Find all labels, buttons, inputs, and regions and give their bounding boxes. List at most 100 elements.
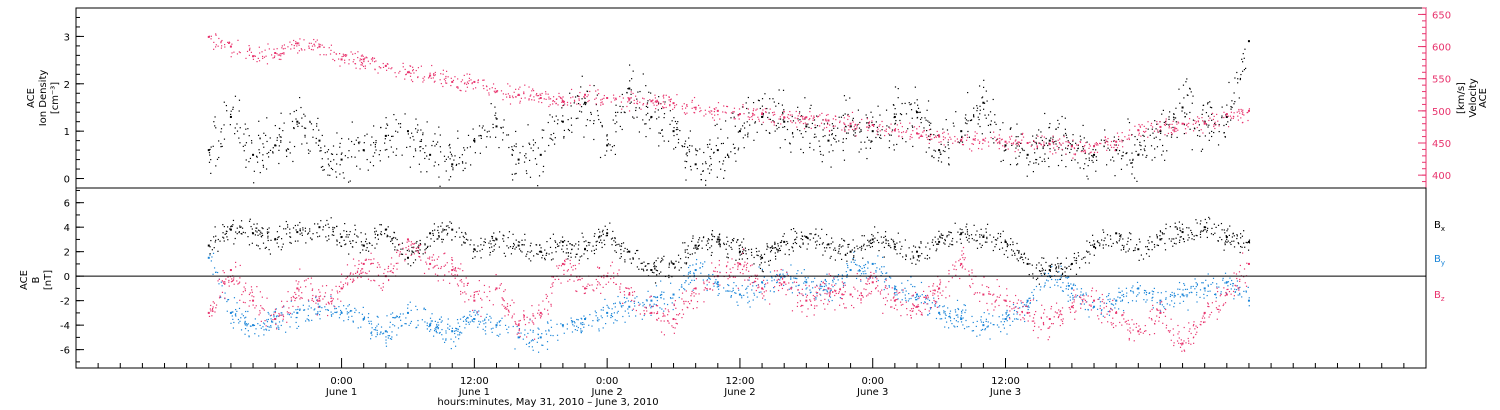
velocity-sample (603, 94, 605, 97)
density-sample (1218, 123, 1220, 126)
bx-sample (966, 239, 969, 241)
bx-sample (327, 223, 329, 225)
bx-sample (684, 251, 686, 253)
velocity-sample (555, 103, 557, 105)
velocity-sample (491, 87, 493, 89)
bx-sample (396, 249, 398, 251)
by-sample (485, 326, 487, 328)
bx-sample (593, 235, 595, 237)
bx-sample (1060, 262, 1062, 264)
bx-sample (419, 239, 421, 242)
bx-sample (241, 233, 243, 235)
density-sample (537, 147, 539, 149)
velocity-sample (1176, 127, 1178, 130)
bx-sample (445, 225, 448, 227)
bx-sample (528, 258, 530, 260)
density-sample (462, 169, 464, 172)
by-sample (1171, 300, 1173, 302)
by-sample (1145, 290, 1147, 292)
bx-sample (521, 244, 523, 246)
density-sample (1155, 136, 1157, 138)
velocity-sample (452, 79, 455, 82)
velocity-sample (1074, 154, 1076, 156)
bx-sample (960, 242, 962, 244)
velocity-sample (319, 43, 321, 46)
velocity-sample (272, 57, 274, 59)
velocity-sample (221, 39, 223, 42)
by-sample (992, 315, 994, 317)
density-sample (647, 112, 649, 114)
bx-sample (1173, 238, 1175, 240)
bx-sample (1157, 244, 1160, 247)
velocity-sample (278, 54, 281, 56)
density-sample (1063, 134, 1065, 136)
bx-sample (400, 253, 402, 255)
density-sample (426, 171, 428, 173)
density-sample (296, 123, 298, 125)
top-right-tick-label: 550 (1432, 75, 1451, 86)
by-sample (1188, 292, 1191, 294)
density-sample (301, 125, 303, 127)
density-sample (747, 136, 749, 138)
velocity-sample (1145, 130, 1147, 132)
by-sample (488, 319, 490, 321)
density-sample (860, 130, 862, 132)
density-sample (1214, 122, 1216, 125)
by-sample (855, 277, 858, 280)
velocity-sample (1138, 130, 1140, 132)
velocity-sample (885, 128, 887, 130)
bx-sample (355, 241, 357, 244)
density-sample (911, 117, 913, 119)
by-sample (560, 323, 562, 325)
velocity-sample (814, 124, 816, 126)
bx-sample (318, 235, 321, 237)
velocity-sample (278, 58, 280, 60)
by-sample (714, 281, 716, 283)
density-sample (756, 131, 758, 133)
bx-sample (900, 248, 902, 250)
velocity-sample (640, 108, 642, 110)
bx-sample (392, 237, 394, 239)
density-point (871, 130, 874, 133)
bx-sample (209, 246, 211, 248)
velocity-point (672, 102, 675, 105)
by-point (406, 311, 409, 314)
density-sample (374, 152, 376, 154)
velocity-sample (695, 108, 697, 111)
by-sample (462, 320, 465, 322)
bx-sample (606, 234, 609, 237)
density-sample (867, 122, 869, 124)
density-sample (888, 134, 891, 136)
bx-sample (1193, 238, 1195, 241)
bx-sample (545, 252, 548, 255)
density-sample (525, 170, 528, 172)
velocity-sample (737, 115, 739, 117)
density-sample (369, 161, 372, 163)
density-sample (826, 122, 829, 124)
by-sample (916, 299, 918, 301)
by-sample (1184, 288, 1187, 291)
by-sample (659, 294, 662, 296)
velocity-sample (787, 114, 789, 116)
density-sample (948, 147, 950, 150)
velocity-sample (1118, 136, 1120, 138)
velocity-sample (1236, 111, 1238, 113)
bx-sample (793, 228, 795, 230)
bx-sample (533, 255, 535, 257)
bx-sample (1118, 240, 1120, 242)
bx-sample (1023, 262, 1025, 264)
bx-sample (654, 267, 656, 269)
bx-sample (1020, 256, 1022, 258)
velocity-sample (1021, 139, 1023, 141)
density-sample (1043, 158, 1045, 160)
velocity-sample (758, 118, 760, 120)
density-sample (918, 111, 920, 114)
velocity-sample (220, 47, 223, 49)
by-sample (904, 297, 907, 299)
bx-sample (1225, 234, 1227, 237)
bx-sample (327, 235, 330, 237)
velocity-sample (268, 48, 270, 50)
bx-sample (1165, 223, 1167, 225)
velocity-sample (1104, 142, 1106, 144)
bx-sample (741, 241, 743, 243)
